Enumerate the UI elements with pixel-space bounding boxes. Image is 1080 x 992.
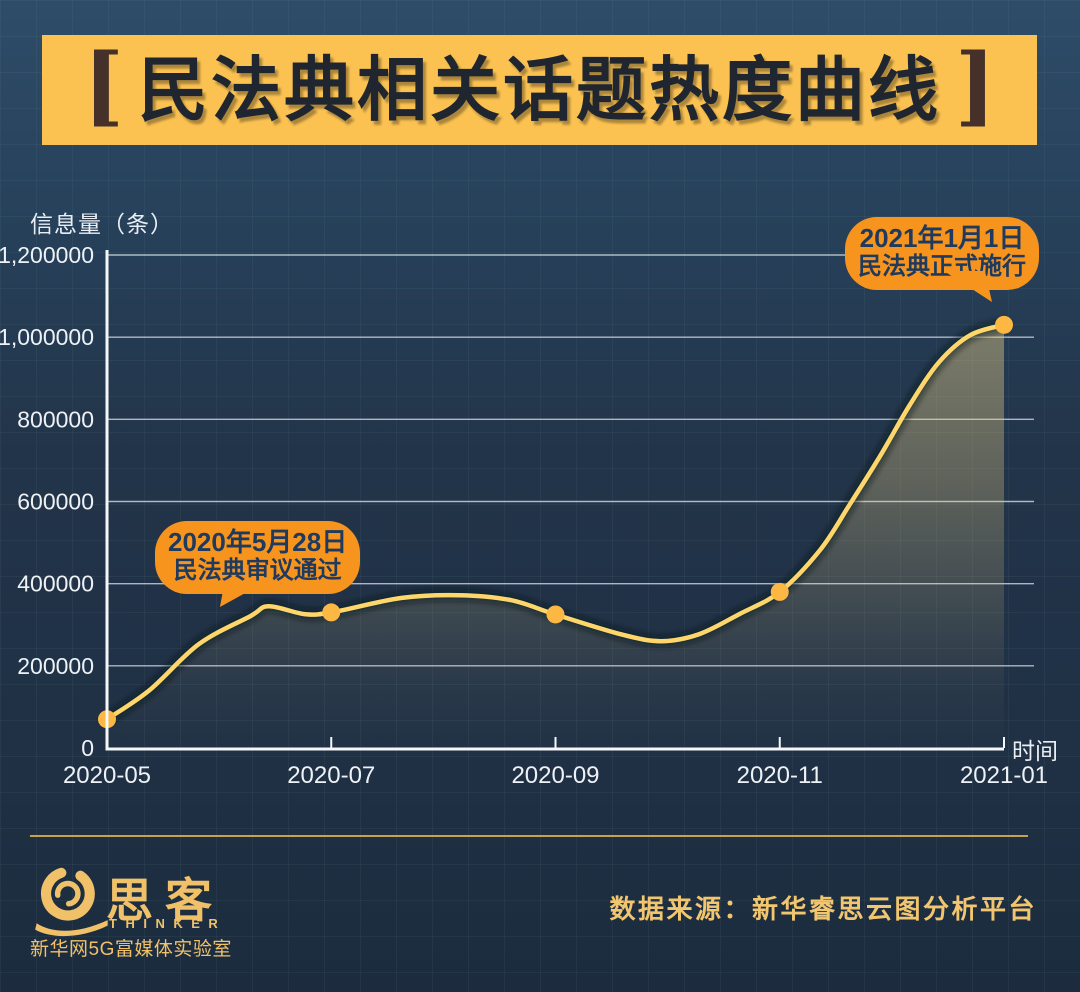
y-tick-label: 400000 bbox=[17, 571, 94, 597]
data-point bbox=[995, 315, 1013, 334]
title-bracket-right-icon: ] bbox=[955, 35, 996, 136]
x-tick-label: 2020-11 bbox=[737, 762, 823, 789]
footer-divider bbox=[30, 835, 1028, 837]
y-tick-label: 800000 bbox=[17, 406, 94, 432]
page-title: 民法典相关话题热度曲线 bbox=[138, 51, 941, 129]
title-banner: [ 民法典相关话题热度曲线 ] bbox=[42, 35, 1037, 145]
y-tick-label: 600000 bbox=[17, 489, 94, 515]
data-line bbox=[104, 322, 1007, 722]
y-tick-label: 1,000000 bbox=[0, 324, 94, 350]
area-fill bbox=[107, 324, 1004, 748]
logo-english-name: THINKER bbox=[109, 916, 227, 931]
annotation-effective-date: 2021年1月1日 bbox=[859, 223, 1025, 253]
annotation-approval-date: 2020年5月28日 bbox=[168, 527, 348, 557]
annotation-bubble-approval: 2020年5月28日 民法典审议通过 bbox=[155, 521, 361, 594]
y-tick-label: 200000 bbox=[17, 653, 94, 679]
line-series bbox=[98, 315, 1013, 748]
thinker-logo: 思客 THINKER 新华网5G富媒体实验室 bbox=[28, 858, 278, 978]
logo-subtitle: 新华网5G富媒体实验室 bbox=[30, 939, 232, 960]
x-tick-label: 2020-05 bbox=[63, 762, 151, 789]
swirl-logo-icon bbox=[35, 866, 108, 937]
x-axis-unit-label: 时间 bbox=[1012, 738, 1058, 764]
x-tick-label: 2021-01 bbox=[960, 762, 1048, 789]
data-point bbox=[546, 605, 565, 624]
x-tick-label: 2020-07 bbox=[287, 762, 375, 789]
data-point bbox=[770, 582, 789, 601]
axis-tick-labels: 0 200000 400000 600000 800000 1,000000 1,20000… bbox=[0, 242, 1048, 789]
x-tick-label: 2020-09 bbox=[511, 762, 599, 789]
data-source-text: 数据来源：新华睿思云图分析平台 bbox=[609, 894, 1037, 924]
annotation-bubble-effective: 2021年1月1日 民法典正式施行 bbox=[845, 217, 1039, 290]
logo-chinese-name: 思客 bbox=[106, 874, 224, 929]
y-axis-unit-label: 信息量（条） bbox=[30, 211, 174, 237]
y-tick-label: 1,200000 bbox=[0, 242, 94, 268]
title-bracket-left-icon: [ bbox=[83, 35, 124, 136]
axes bbox=[105, 250, 1005, 751]
data-point bbox=[322, 603, 341, 622]
annotation-effective-event: 民法典正式施行 bbox=[858, 253, 1026, 281]
y-tick-label: 0 bbox=[81, 735, 94, 761]
annotation-approval-event: 民法典审议通过 bbox=[173, 557, 342, 585]
